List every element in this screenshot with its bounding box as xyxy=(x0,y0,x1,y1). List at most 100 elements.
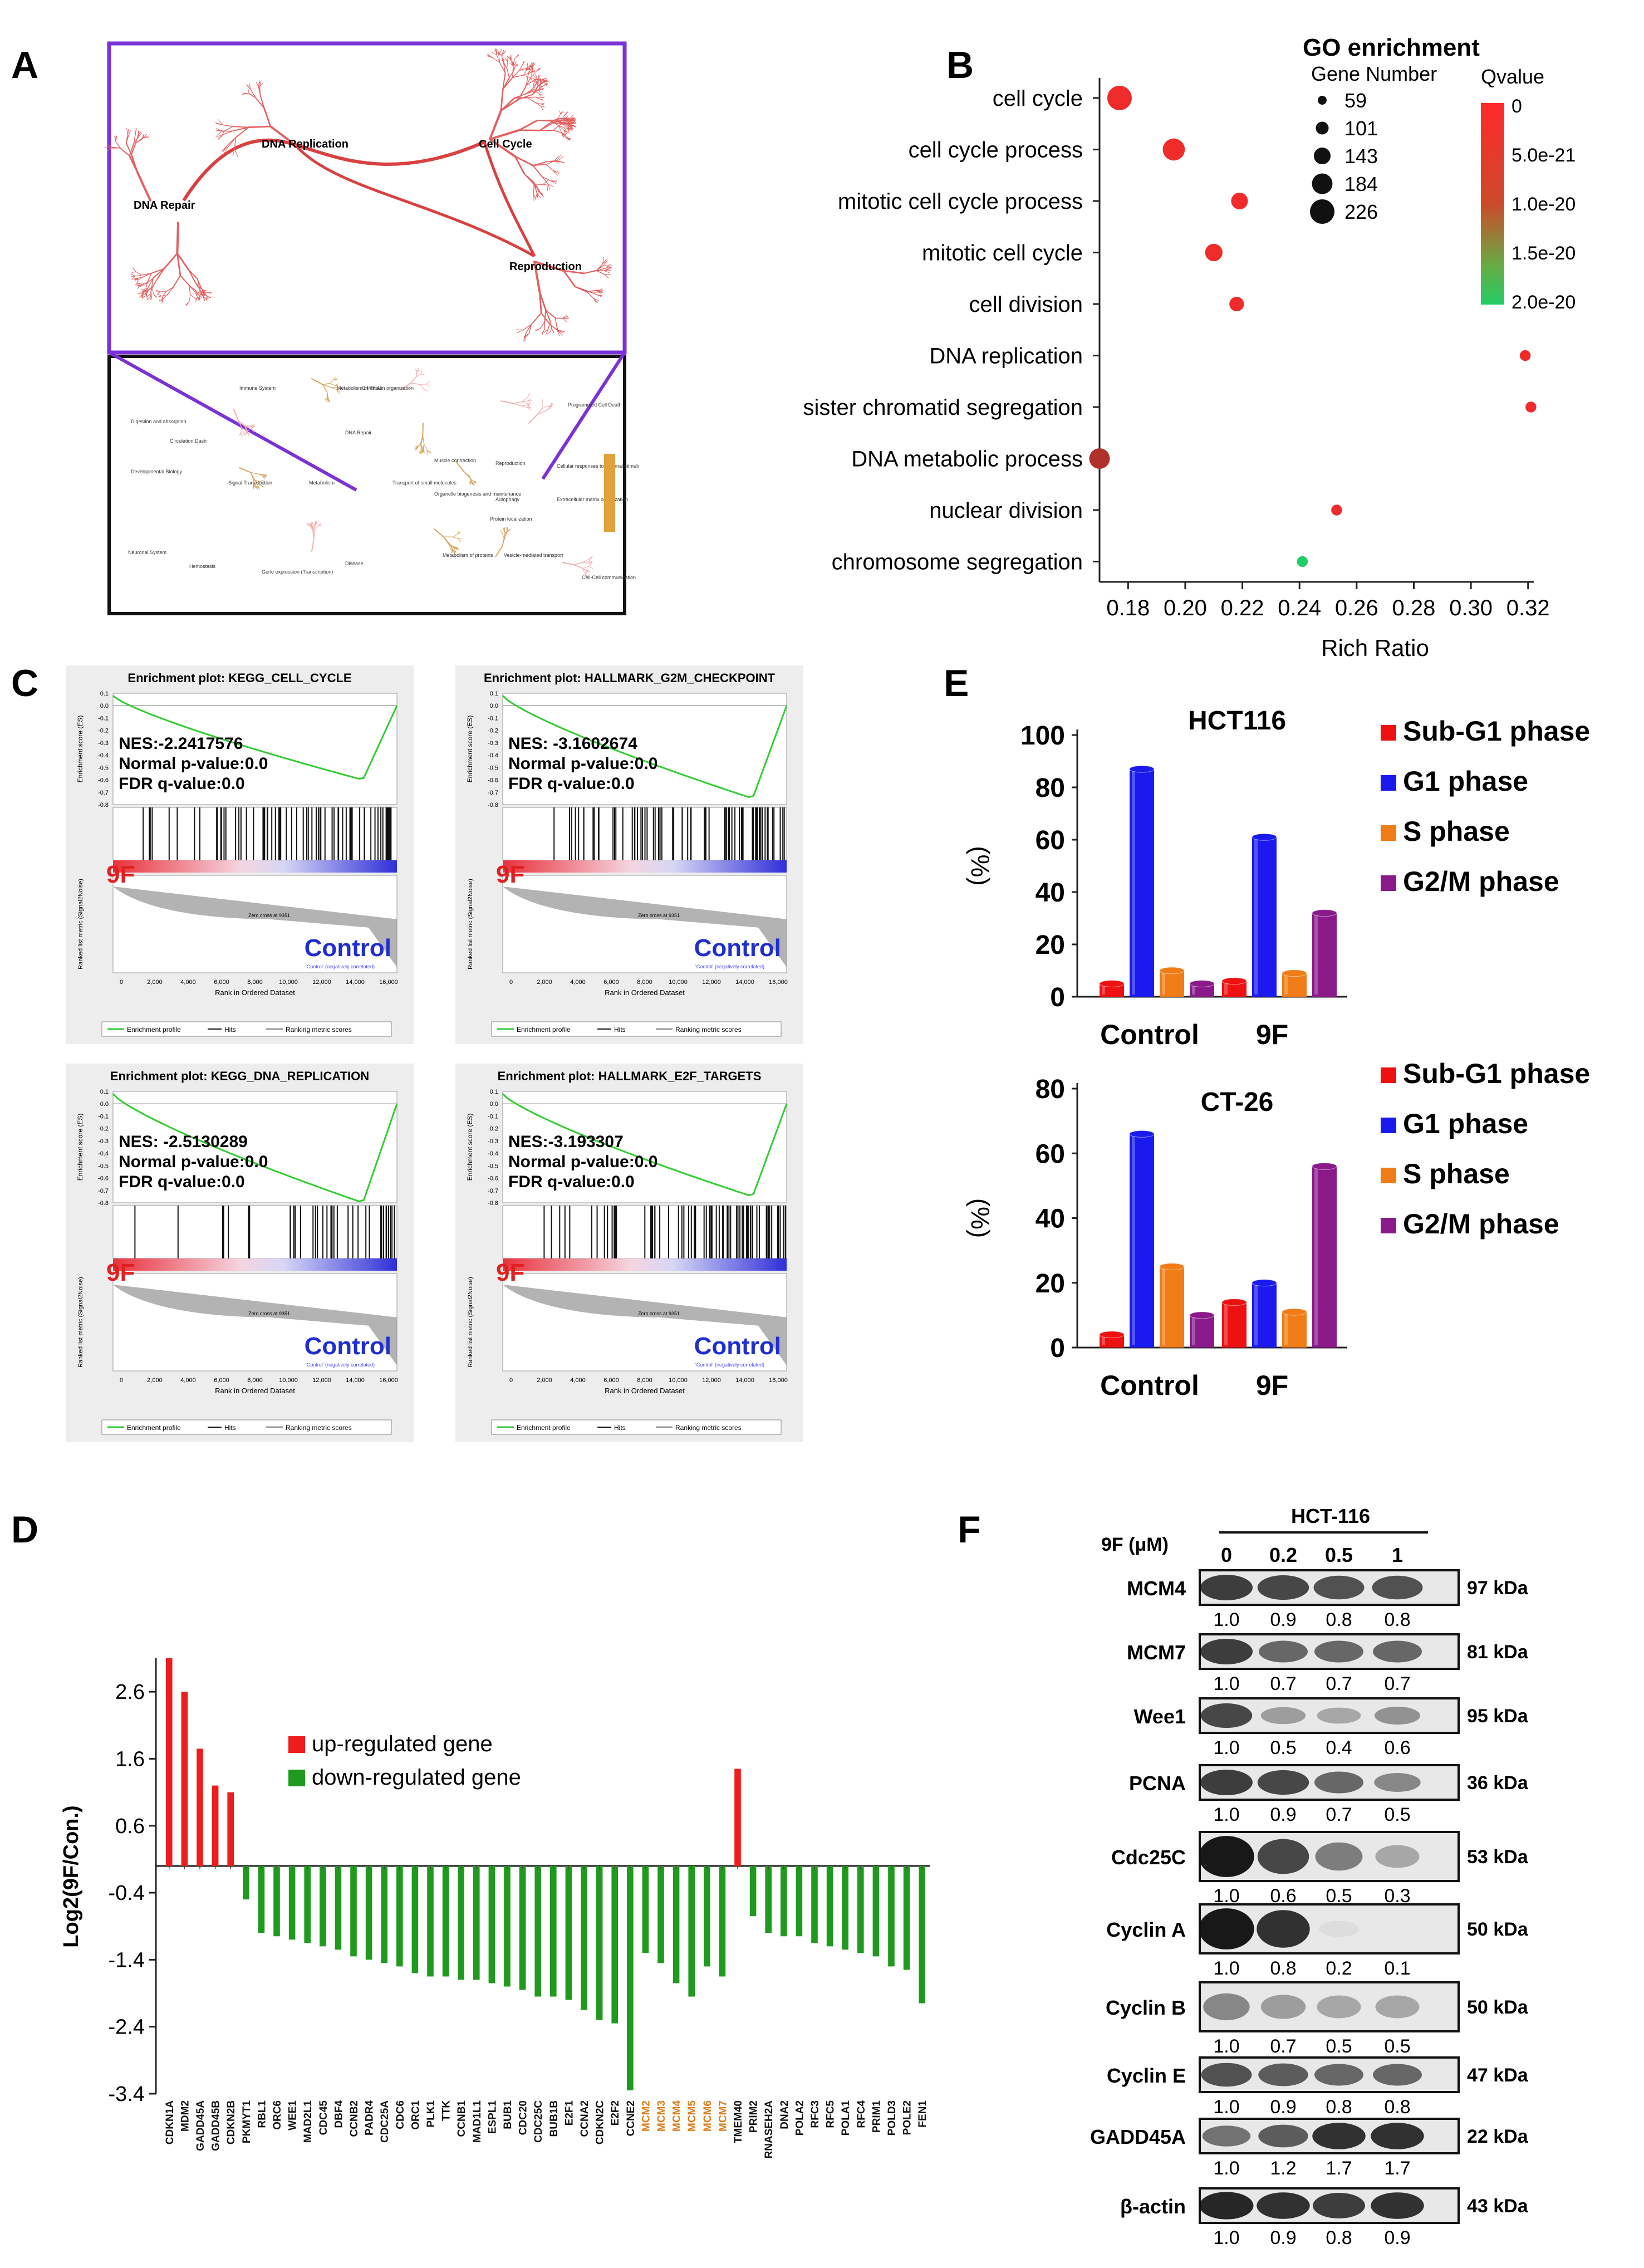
tree-branch xyxy=(517,330,524,334)
gene-bar xyxy=(365,1865,372,1960)
go-bubble xyxy=(1229,296,1244,312)
cell-bar xyxy=(1160,1266,1184,1348)
tree-branch xyxy=(135,128,137,135)
panel-c: C Enrichment plot: KEGG_CELL_CYCLEEnrich… xyxy=(11,662,803,1442)
panel-label-f: F xyxy=(958,1508,981,1551)
legend-hits-label: Hits xyxy=(614,1026,626,1033)
tree-branch xyxy=(565,112,569,115)
tree-branch xyxy=(558,125,565,131)
tree-branch xyxy=(605,263,611,269)
tree-branch xyxy=(248,92,256,99)
rank-tick-label: 14,000 xyxy=(735,979,754,986)
tree-branch xyxy=(234,137,237,150)
cell-y-label: (%) xyxy=(966,1198,995,1238)
blot-quant-value: 0.1 xyxy=(1384,1958,1410,1979)
overview-branch xyxy=(246,431,249,435)
overview-branch xyxy=(588,561,593,564)
overview-branch xyxy=(233,409,239,422)
tree-branch xyxy=(217,129,225,131)
tree-branch xyxy=(552,120,563,121)
zoom-connector-left xyxy=(108,351,357,492)
overview-branch xyxy=(241,427,244,433)
pathway-tree-zoomed xyxy=(105,48,612,342)
tree-branch xyxy=(217,131,223,136)
overview-branch xyxy=(410,376,417,384)
gene-bar xyxy=(627,1865,634,2090)
enrichment-profile-line xyxy=(112,695,398,780)
blot-quant-value: 0.9 xyxy=(1270,1804,1296,1825)
gene-bar xyxy=(519,1865,526,1990)
tree-branch xyxy=(559,110,561,115)
gene-y-tick-label: 1.6 xyxy=(115,1747,145,1771)
cell-category-label: Control xyxy=(1100,1370,1199,1401)
gene-label: BUB1B xyxy=(548,2100,560,2137)
tree-branch xyxy=(156,290,160,292)
tree-branch xyxy=(487,54,493,58)
tree-branch xyxy=(533,193,537,200)
overview-branch xyxy=(522,397,528,403)
cell-legend-swatch xyxy=(1381,1168,1396,1183)
gene-label: ORC6 xyxy=(272,2100,283,2130)
negative-note: 'Control' (negatively correlated) xyxy=(695,964,764,969)
gsea-plots: Enrichment plot: KEGG_CELL_CYCLE Enrichme… xyxy=(66,665,803,1442)
metric-fill xyxy=(113,1285,397,1365)
tree-branch xyxy=(546,160,555,165)
go-x-axis-label: Rich Ratio xyxy=(1321,635,1429,661)
tree-branch xyxy=(526,75,532,86)
gene-label: CDKN2B xyxy=(225,2100,237,2144)
overview-branch xyxy=(522,400,528,403)
rank-tick-label: 6,000 xyxy=(603,979,619,986)
gene-bar xyxy=(473,1865,480,1980)
tree-branch xyxy=(551,328,554,334)
gene-bar xyxy=(842,1865,848,1950)
tree-branch xyxy=(542,176,549,185)
tree-branch xyxy=(596,292,603,293)
gene-label: CDC20 xyxy=(518,2100,529,2135)
tree-branch xyxy=(535,328,541,331)
gene-label: PRIM1 xyxy=(871,2100,882,2133)
cell-bar xyxy=(1252,1282,1277,1348)
go-x-tick-label: 0.20 xyxy=(1164,596,1207,620)
cell-y-tick-label: 0 xyxy=(1050,983,1065,1012)
es-tick-label: -0.2 xyxy=(488,1126,498,1133)
tree-branch xyxy=(502,77,513,90)
blot-protein-label: MCM4 xyxy=(1127,1577,1186,1600)
tree-branch xyxy=(542,180,548,185)
overview-branch xyxy=(586,570,590,572)
tree-branch xyxy=(519,65,523,71)
rank-tick-label: 0 xyxy=(120,979,123,986)
overview-branch xyxy=(550,404,553,409)
tree-branch xyxy=(557,330,563,334)
legend-hits-label: Hits xyxy=(224,1424,236,1432)
legend-profile-label: Enrichment profile xyxy=(517,1424,571,1432)
blot-quant-value: 0.8 xyxy=(1326,1609,1352,1630)
dose-label: 9F (μM) xyxy=(1101,1534,1169,1555)
tree-branch xyxy=(563,270,585,275)
tree-branch xyxy=(556,155,561,161)
tree-branch xyxy=(203,296,207,300)
tree-branch xyxy=(514,61,517,66)
cell-legend-label: S phase xyxy=(1403,1158,1510,1189)
rank-tick-label: 16,000 xyxy=(379,979,398,986)
panel-label-e: E xyxy=(944,662,969,704)
tree-branch xyxy=(545,309,551,322)
tree-branch xyxy=(189,294,191,302)
overview-label: Disease xyxy=(345,561,364,566)
tree-branch xyxy=(205,295,209,299)
overview-branch xyxy=(336,389,341,393)
es-tick-label: -0.5 xyxy=(98,765,109,771)
rank-tick-label: 6,000 xyxy=(214,1377,229,1384)
tree-branch xyxy=(537,79,538,86)
es-tick-label: -0.8 xyxy=(488,802,498,809)
tree-branch xyxy=(586,291,594,299)
overview-branch xyxy=(502,533,504,539)
overview-branch xyxy=(259,484,264,487)
legend-profile-label: Enrichment profile xyxy=(517,1026,571,1033)
gene-bar xyxy=(212,1785,219,1866)
tree-branch xyxy=(540,79,544,83)
gsea-legend-box xyxy=(101,1021,392,1037)
size-legend-label: 226 xyxy=(1344,200,1378,223)
tree-branch xyxy=(134,278,139,282)
gene-label: PRIM2 xyxy=(748,2100,760,2133)
cell-y-tick-label: 80 xyxy=(1036,773,1065,803)
